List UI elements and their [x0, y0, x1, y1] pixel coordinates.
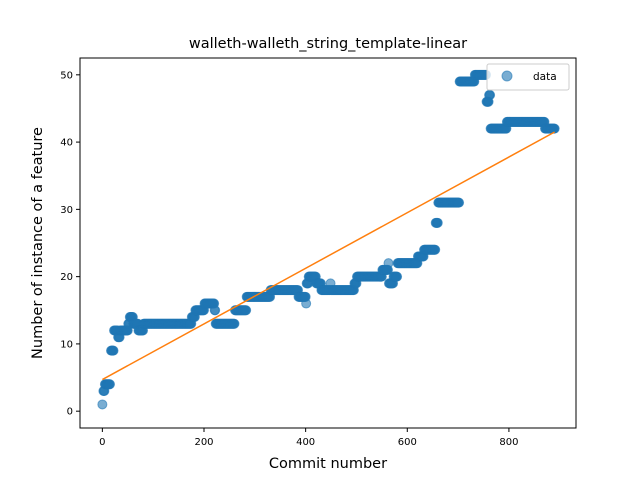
x-tick-label: 0 [99, 437, 105, 448]
y-tick-label: 40 [60, 138, 73, 149]
data-point [241, 305, 252, 316]
fit-line-layer [102, 131, 556, 381]
y-tick-label: 30 [60, 205, 73, 216]
x-axis-label: Commit number [269, 456, 387, 472]
chart-title: walleth-walleth_string_template-linear [189, 36, 467, 52]
data-point [97, 399, 108, 410]
data-point [301, 298, 312, 309]
legend-label-data: data [533, 71, 557, 83]
y-tick-label: 10 [60, 339, 73, 350]
data-point [454, 197, 465, 208]
data-point [485, 90, 496, 100]
x-tick-label: 600 [398, 437, 417, 448]
y-tick-label: 20 [60, 272, 73, 283]
data-point [210, 305, 221, 316]
plot-frame [79, 57, 577, 429]
plot-area: 0 200 400 600 800 0 10 20 30 40 50 [60, 57, 577, 448]
y-tick-label: 50 [60, 70, 73, 81]
x-tick-label: 400 [296, 437, 315, 448]
x-tick-label: 800 [499, 437, 518, 448]
data-point [108, 345, 119, 356]
data-point [383, 258, 394, 269]
legend-box [486, 63, 570, 91]
data-point [549, 123, 560, 134]
data-points [97, 69, 560, 410]
data-point [229, 318, 240, 329]
y-axis-ticks: 0 10 20 30 40 50 [60, 70, 80, 418]
x-axis-ticks: 0 200 400 600 800 [99, 428, 518, 448]
data-point [392, 271, 403, 282]
data-point [430, 244, 441, 255]
y-tick-label: 0 [67, 407, 73, 418]
data-point [432, 217, 443, 228]
data-point [104, 379, 115, 390]
legend: data [486, 63, 570, 91]
y-axis-label: Number of instance of a feature [30, 127, 46, 359]
legend-marker-data [501, 70, 513, 82]
fit-line [102, 131, 556, 381]
x-tick-label: 200 [194, 437, 213, 448]
